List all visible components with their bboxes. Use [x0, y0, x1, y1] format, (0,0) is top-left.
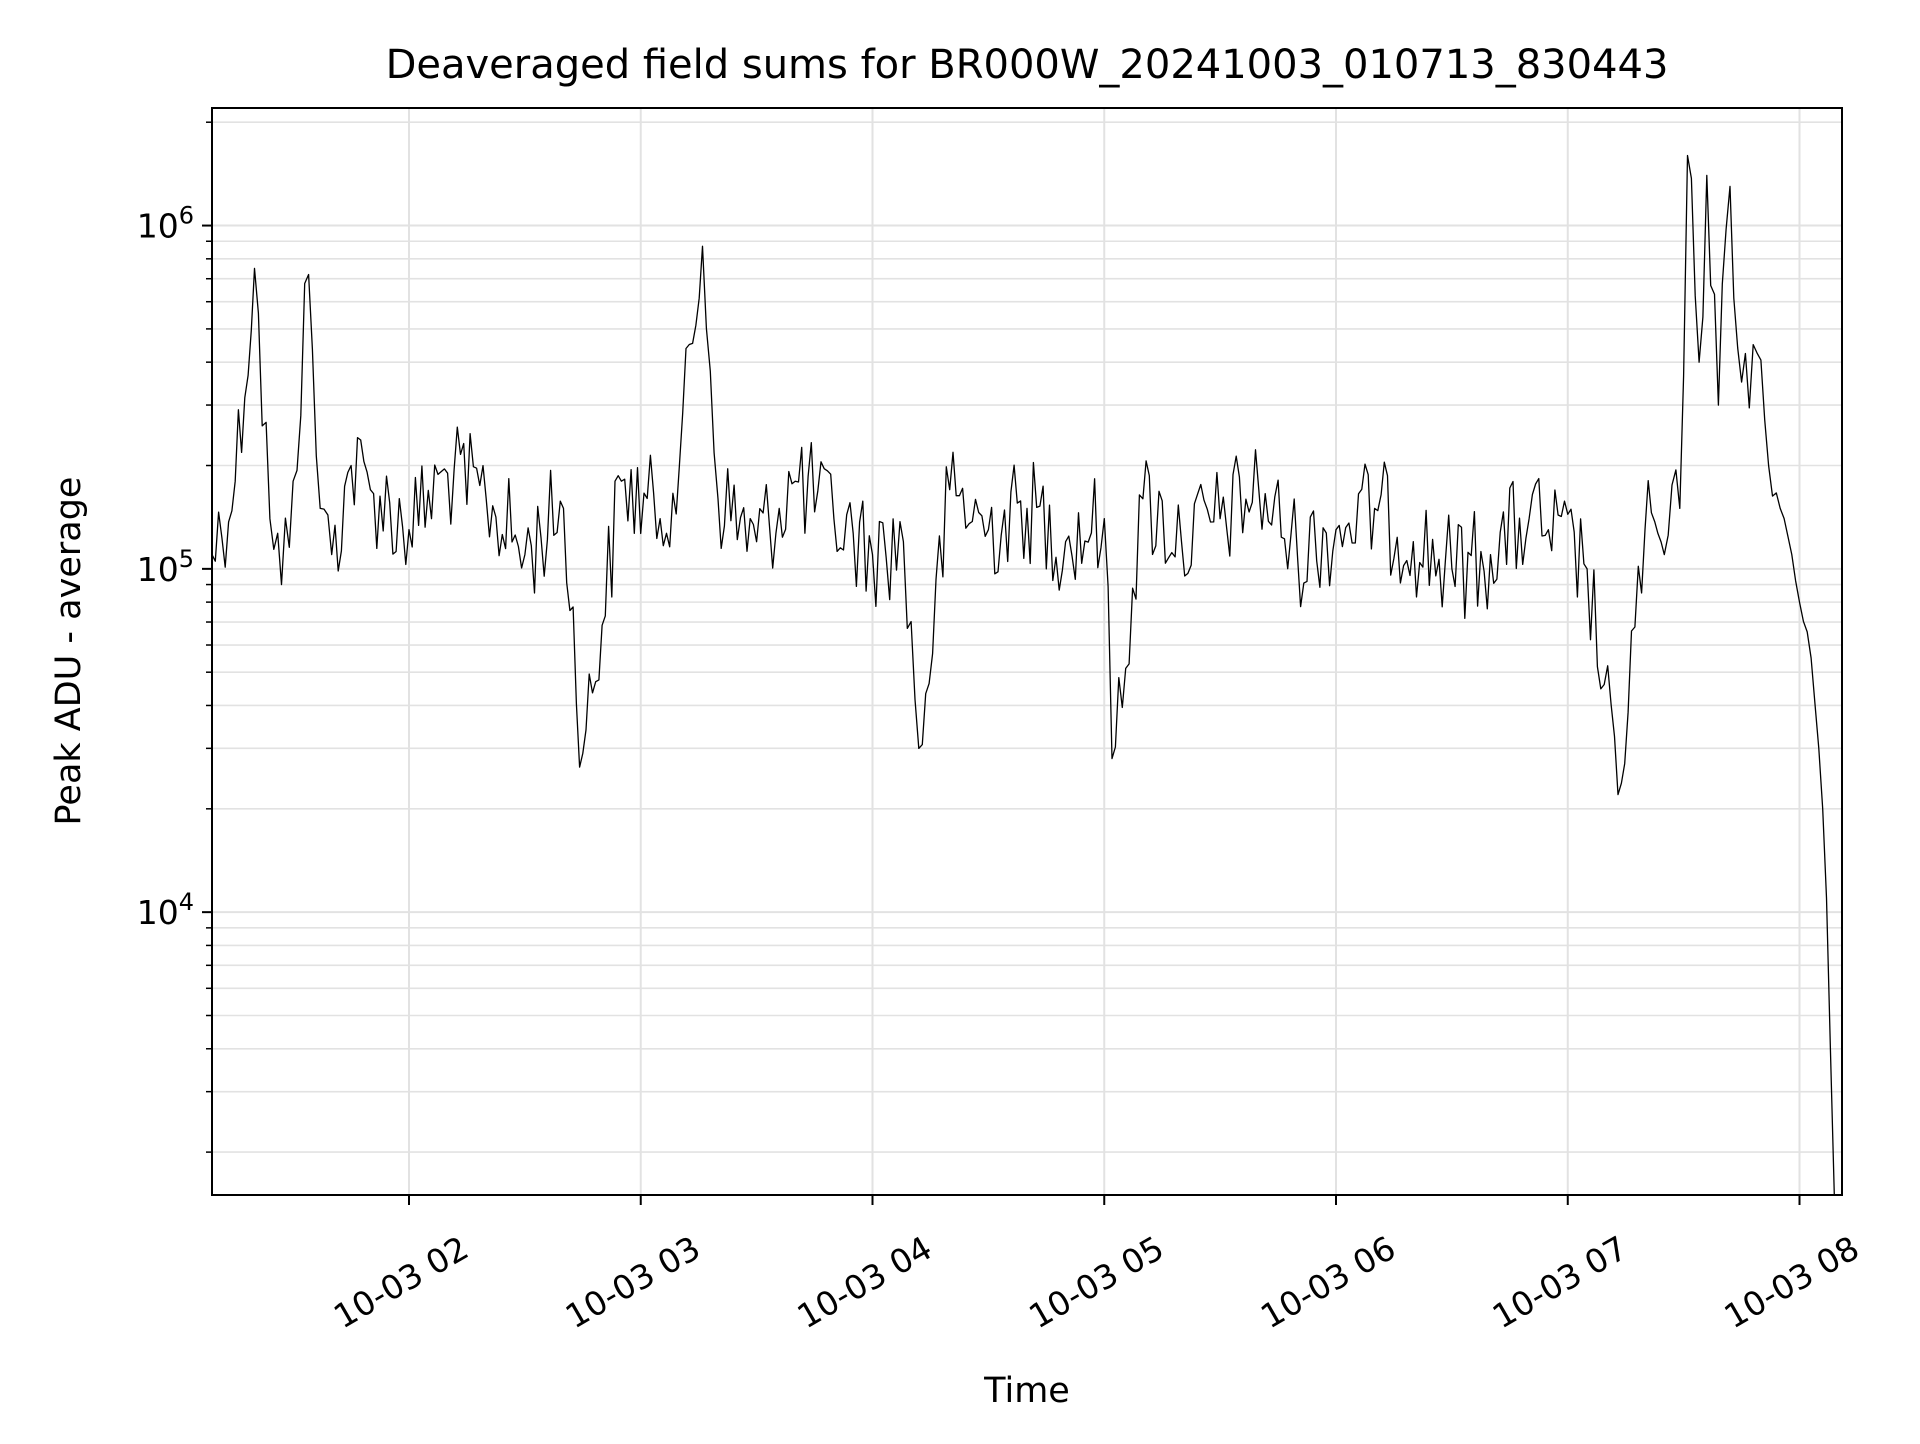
y-tick-label: 106: [137, 202, 194, 246]
y-tick-label: 104: [137, 888, 194, 932]
y-axis-label: Peak ADU - average: [49, 477, 89, 826]
grid: [212, 108, 1842, 1195]
y-tick-label: 105: [137, 545, 194, 589]
chart-title: Deaveraged field sums for BR000W_2024100…: [386, 42, 1669, 88]
series-line: [211, 154, 1835, 1196]
y-axis: 104 105 106: [137, 121, 212, 1153]
plot-frame: [211, 107, 1843, 1196]
x-axis-label: Time: [983, 1371, 1070, 1411]
